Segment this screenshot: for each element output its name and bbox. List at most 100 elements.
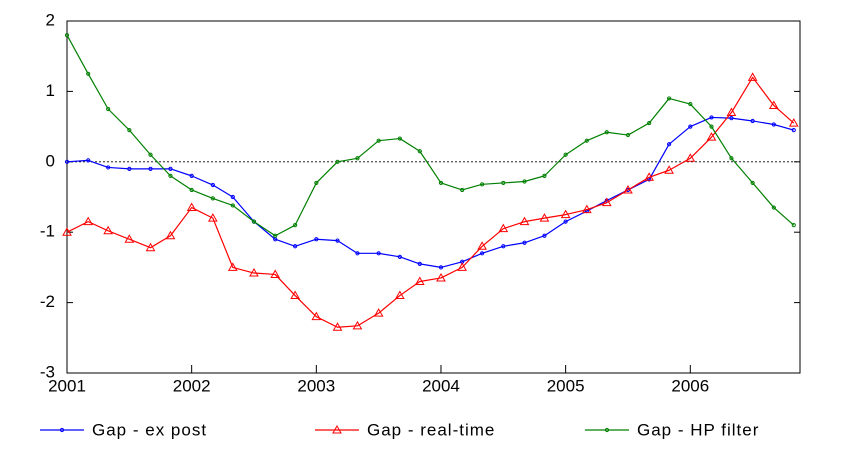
data-point — [273, 233, 278, 238]
data-point — [480, 182, 485, 187]
data-point — [685, 153, 696, 162]
x-tick-label: 2006 — [671, 376, 709, 395]
data-point — [414, 276, 425, 285]
data-point — [623, 184, 633, 194]
data-point — [726, 107, 737, 117]
x-tick-label: 2001 — [48, 376, 86, 395]
legend-label: Gap - HP filter — [637, 420, 759, 439]
data-point — [747, 72, 758, 81]
data-point — [145, 242, 156, 252]
data-point — [563, 219, 568, 224]
data-point — [127, 128, 132, 133]
data-point — [601, 197, 612, 207]
data-point — [584, 138, 589, 143]
data-point — [355, 251, 360, 256]
data-point — [522, 179, 527, 184]
data-point — [355, 156, 360, 161]
data-point — [230, 203, 235, 208]
data-point — [394, 290, 405, 300]
data-point — [210, 196, 215, 201]
data-point — [332, 322, 343, 331]
legend-label: Gap - real-time — [367, 420, 495, 439]
data-point — [563, 152, 568, 157]
data-point — [604, 130, 609, 135]
data-point — [227, 262, 238, 271]
data-point — [706, 132, 717, 141]
data-point — [148, 166, 153, 171]
data-point — [688, 124, 693, 129]
data-point — [768, 100, 779, 109]
x-tick-label: 2005 — [547, 376, 585, 395]
data-point — [106, 106, 111, 112]
data-point — [625, 132, 631, 138]
data-point — [86, 71, 91, 76]
data-point — [189, 187, 194, 193]
data-point — [644, 172, 655, 181]
data-point — [709, 124, 714, 129]
data-point — [189, 173, 194, 178]
data-point — [373, 308, 384, 317]
x-tick-label: 2002 — [173, 376, 211, 395]
data-point — [519, 216, 530, 226]
legend-label: Gap - ex post — [92, 420, 207, 439]
data-point — [314, 237, 319, 242]
data-point — [436, 272, 446, 282]
data-point — [397, 254, 402, 259]
data-point — [64, 159, 70, 164]
data-point — [290, 290, 300, 300]
y-tick-label: -1 — [40, 222, 55, 241]
data-point — [62, 227, 72, 236]
data-point — [750, 118, 755, 124]
y-tick-label: -2 — [40, 292, 55, 311]
data-point — [709, 115, 714, 120]
y-tick-label: 2 — [46, 10, 55, 29]
series-line — [66, 76, 795, 328]
data-point — [124, 234, 135, 243]
data-point — [168, 166, 173, 171]
data-point — [460, 187, 465, 193]
x-tick-label: 2003 — [297, 376, 335, 395]
data-point — [106, 165, 111, 170]
data-point — [788, 118, 799, 127]
data-point — [168, 173, 173, 178]
data-point — [791, 128, 796, 133]
data-point — [539, 213, 550, 222]
data-point — [83, 216, 94, 226]
data-point — [729, 156, 734, 161]
data-point — [457, 262, 468, 271]
data-point — [314, 180, 319, 186]
y-tick-label: 1 — [46, 81, 55, 100]
data-point — [438, 265, 444, 270]
data-point — [417, 261, 422, 266]
data-point — [791, 223, 796, 228]
data-point — [417, 149, 422, 154]
data-point — [207, 213, 218, 222]
data-point — [397, 136, 402, 141]
data-point — [729, 116, 734, 121]
data-point — [750, 180, 755, 186]
data-point — [186, 202, 197, 212]
series-line — [66, 34, 795, 237]
y-tick-label: -3 — [40, 362, 55, 381]
data-point — [438, 180, 444, 186]
data-point — [210, 182, 215, 188]
data-point — [560, 209, 571, 219]
data-point — [148, 152, 153, 157]
y-tick-label: 0 — [46, 151, 55, 170]
data-point — [480, 251, 485, 256]
data-point — [86, 158, 91, 163]
legend-marker — [604, 427, 610, 433]
data-point — [771, 122, 776, 127]
data-point — [542, 233, 547, 238]
data-point — [664, 165, 674, 174]
data-point — [127, 166, 132, 171]
data-point — [335, 238, 340, 243]
data-point — [165, 230, 176, 240]
data-point — [270, 269, 281, 278]
x-tick-label: 2004 — [422, 376, 460, 395]
data-point — [293, 244, 298, 249]
data-point — [335, 159, 340, 164]
data-point — [501, 244, 506, 249]
legend-marker — [59, 427, 65, 433]
